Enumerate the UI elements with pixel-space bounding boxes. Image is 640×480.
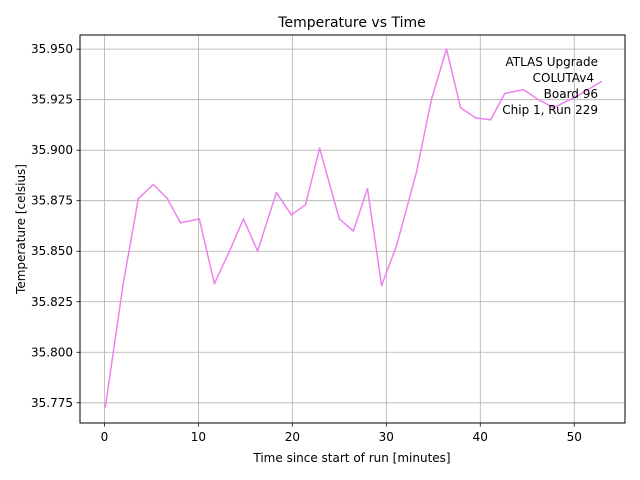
annotation-line-3: Board 96 [544,87,598,101]
y-tick-label: 35.900 [31,143,73,157]
annotation-line-4: Chip 1, Run 229 [502,103,598,117]
temperature-series-line [104,48,602,407]
y-tick-label: 35.925 [31,93,73,107]
data-point [137,197,140,200]
data-point [213,282,216,285]
data-point [304,204,307,206]
chart-title: Temperature vs Time [277,15,425,31]
x-tick-label: 0 [101,430,109,444]
y-tick-label: 35.775 [31,396,73,410]
y-tick-label: 35.950 [31,42,73,56]
x-tick-label: 30 [379,430,394,444]
data-point [366,187,369,190]
y-axis-label: Temperature [celsius] [14,164,28,295]
x-tick-label: 50 [567,430,582,444]
annotation: ATLAS Upgrade COLUTAv4 Board 96 Chip 1, … [502,55,598,117]
data-point [600,80,603,83]
data-point [552,107,555,109]
data-point [256,250,259,252]
data-point [489,119,492,121]
annotation-line-2: COLUTAv4 [533,71,594,85]
data-point [275,191,278,194]
ticks: 0 10 20 30 40 50 35.775 35.800 35.825 35.850 35.87… [31,42,582,444]
data-point [415,171,418,174]
plot-frame [79,34,626,424]
data-point [352,230,355,232]
data-point [198,218,201,220]
data-point [459,107,462,109]
x-axis-label: Time since start of run [minutes] [252,451,450,465]
data-point [380,284,383,287]
y-tick-label: 35.850 [31,244,73,258]
data-point [179,222,182,224]
data-point [503,92,506,95]
data-point [242,218,245,220]
data-point [445,48,448,50]
data-point [537,98,540,101]
data-point [122,282,124,285]
data-point [104,406,107,408]
x-tick-label: 40 [473,430,488,444]
data-point [166,197,169,200]
data-point [395,244,398,246]
data-point [290,214,293,216]
x-tick-label: 20 [285,430,300,444]
y-tick-label: 35.875 [31,194,73,208]
data-point [338,218,341,220]
y-tick-label: 35.800 [31,345,73,359]
data-point [474,117,477,119]
data-point [522,88,525,91]
series-layer [104,48,603,408]
data-point [430,98,433,101]
x-tick-label: 10 [191,430,206,444]
data-point [227,252,230,254]
y-tick-label: 35.825 [31,295,73,309]
data-point [318,147,321,149]
grid [80,35,625,423]
data-point [577,94,579,97]
data-point [152,183,155,186]
annotation-line-1: ATLAS Upgrade [505,55,598,69]
